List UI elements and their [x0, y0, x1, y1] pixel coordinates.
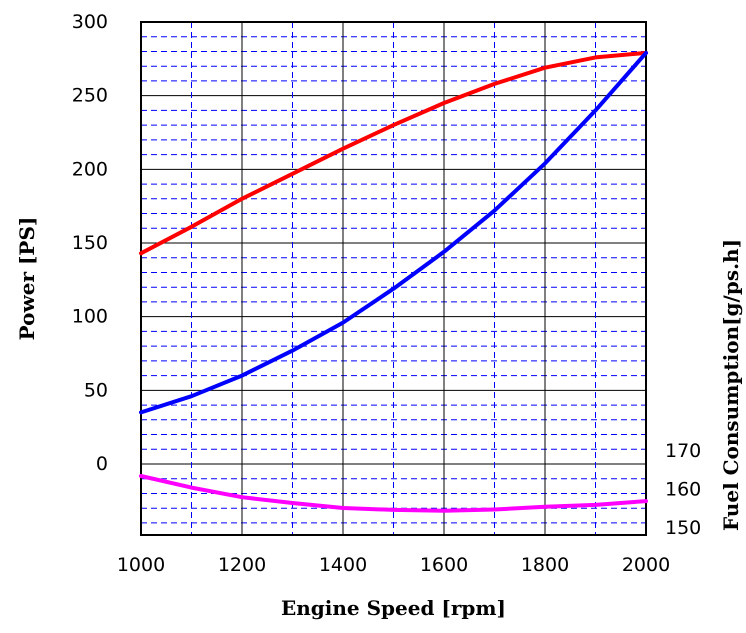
- y-right-tick-label: 170: [665, 440, 701, 462]
- x-tick-label: 1000: [117, 554, 165, 576]
- y-right-tick-label: 160: [665, 479, 701, 501]
- series-line-3: [139, 474, 648, 513]
- grid: [141, 22, 646, 535]
- y-left-tick-label: 250: [72, 85, 108, 107]
- y-right-tick-label: 150: [665, 517, 701, 539]
- x-tick-label: 2000: [622, 554, 670, 576]
- y-left-tick-label: 300: [72, 11, 108, 33]
- y-left-tick-label: 100: [72, 306, 108, 328]
- tick-labels: 1000 1200 1400 1600 1800 2000 0 50 100 150 200 250 3…: [72, 11, 702, 576]
- series-line-2: [139, 50, 648, 415]
- y-left-tick-label: 0: [96, 453, 108, 475]
- x-tick-label: 1600: [420, 554, 468, 576]
- x-axis-label: Engine Speed [rpm]: [281, 596, 506, 620]
- y-axis-label-right: Fuel Consumption[g/ps.h]: [719, 239, 743, 531]
- y-left-tick-label: 200: [72, 158, 108, 180]
- series-lines: [139, 50, 648, 513]
- y-axis-label-left: Power [PS]: [15, 217, 39, 341]
- plot-frame: [140, 21, 647, 536]
- y-left-tick-label: 50: [84, 379, 108, 401]
- x-tick-label: 1800: [521, 554, 569, 576]
- y-left-tick-label: 150: [72, 232, 108, 254]
- series-line-1: [139, 50, 648, 256]
- x-tick-label: 1400: [319, 554, 367, 576]
- x-tick-label: 1200: [218, 554, 266, 576]
